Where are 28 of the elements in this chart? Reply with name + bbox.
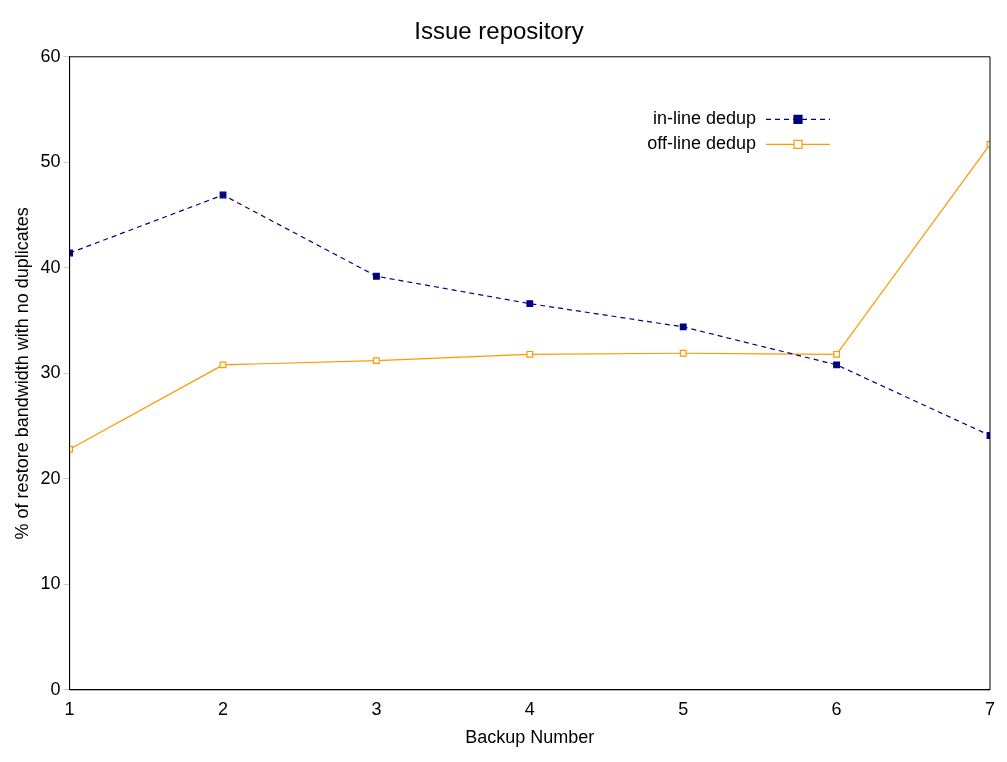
legend-label: in-line dedup	[652, 108, 756, 129]
point	[679, 349, 687, 357]
point	[526, 300, 534, 308]
chart-title: Issue repository	[414, 17, 584, 45]
x-tick-label: 1	[64, 698, 75, 719]
point	[526, 350, 534, 358]
point	[372, 272, 380, 280]
point	[219, 361, 227, 369]
x-axis-title: Backup Number	[465, 727, 595, 748]
y-tick-label: 60	[40, 45, 61, 66]
legend-label: off-line dedup	[647, 133, 756, 154]
y-tick-label: 0	[50, 678, 61, 699]
x-tick-label: 3	[371, 698, 382, 719]
point	[372, 357, 380, 365]
y-tick-label: 30	[40, 362, 61, 383]
point	[679, 323, 687, 331]
x-tick-label: 5	[678, 698, 689, 719]
point	[833, 350, 841, 358]
y-axis-title: % of restore bandwidth with no duplicates	[11, 207, 32, 540]
y-tick-label: 20	[40, 467, 61, 488]
x-tick-label: 6	[831, 698, 842, 719]
y-tick-label: 10	[40, 573, 61, 594]
y-tick-label: 40	[40, 256, 61, 277]
x-tick-label: 2	[218, 698, 229, 719]
x-tick-label: 4	[524, 698, 535, 719]
point	[833, 361, 841, 369]
x-tick-label: 7	[984, 698, 995, 719]
y-tick-label: 50	[40, 151, 61, 172]
